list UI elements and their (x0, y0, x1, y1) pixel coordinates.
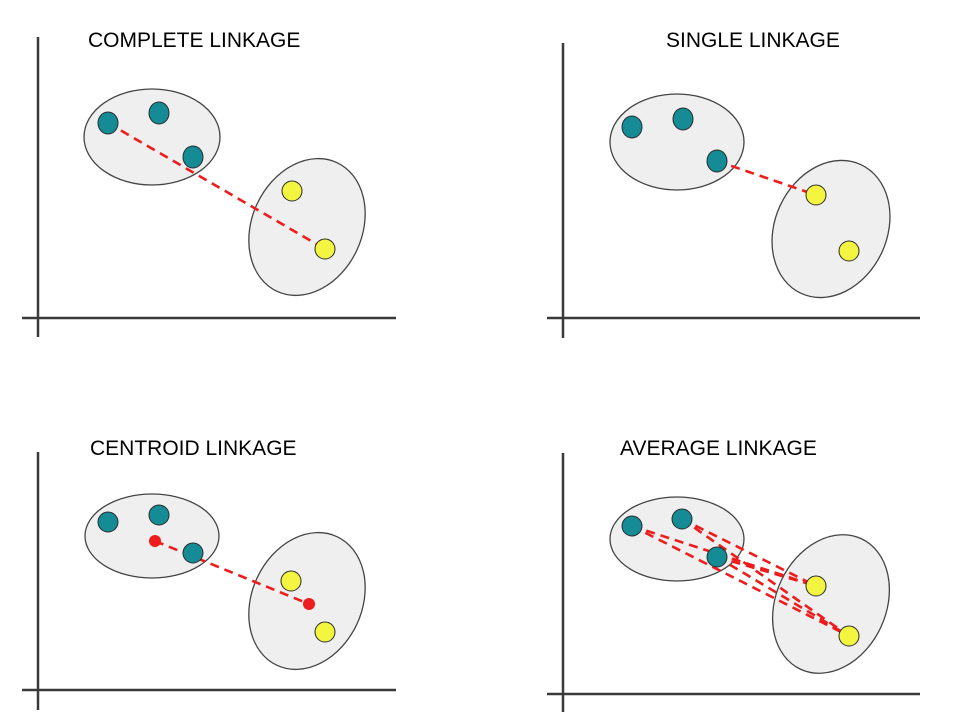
point-a (621, 515, 643, 537)
point-b (314, 238, 336, 260)
cluster-b-ellipse (248, 157, 366, 297)
point-a (671, 508, 693, 530)
point-a (97, 111, 119, 135)
panel-centroid-linkage: CENTROID LINKAGE (22, 437, 396, 710)
cluster-b-ellipse (771, 534, 891, 674)
point-b (805, 575, 827, 597)
cluster-b-points (805, 184, 860, 262)
cluster-a-ellipse (83, 88, 221, 186)
linkage-line (716, 555, 817, 588)
cluster-a-ellipse (609, 93, 745, 191)
point-a (672, 107, 694, 131)
point-a (706, 149, 728, 173)
cluster-a-points (621, 508, 728, 568)
cluster-a-points (97, 504, 204, 564)
linkage-line (107, 121, 326, 251)
cluster-a-points (621, 107, 728, 173)
linkage-line (716, 555, 850, 638)
point-b (280, 570, 302, 592)
point-a (148, 504, 170, 526)
cluster-b-ellipse (771, 159, 891, 299)
point-a (182, 145, 204, 169)
centroid-a (149, 535, 161, 547)
panel-average-linkage: AVERAGE LINKAGE (547, 437, 920, 712)
cluster-b-points (281, 180, 336, 260)
point-b (838, 625, 860, 647)
point-b (281, 180, 303, 202)
point-b (805, 184, 827, 206)
point-a (182, 542, 204, 564)
point-b (314, 621, 336, 643)
panel-complete-linkage: COMPLETE LINKAGE (22, 29, 396, 337)
point-a (621, 115, 643, 139)
point-a (706, 546, 728, 568)
point-a (97, 511, 119, 533)
linkage-line (681, 517, 817, 588)
panel-title-single: SINGLE LINKAGE (666, 29, 840, 52)
cluster-a-points (97, 101, 204, 169)
linkage-line (681, 517, 850, 638)
panel-title-average: AVERAGE LINKAGE (620, 437, 817, 460)
panel-title-complete: COMPLETE LINKAGE (88, 29, 300, 52)
point-b (838, 240, 860, 262)
linkage-line (716, 159, 817, 197)
linkage-line (631, 524, 850, 638)
panel-single-linkage: SINGLE LINKAGE (547, 29, 920, 338)
point-a (148, 101, 170, 125)
cluster-b-points (280, 570, 336, 643)
cluster-b-points (805, 575, 860, 647)
centroid-b (303, 598, 315, 610)
linkage-line (154, 539, 310, 606)
panel-title-centroid: CENTROID LINKAGE (90, 437, 297, 460)
